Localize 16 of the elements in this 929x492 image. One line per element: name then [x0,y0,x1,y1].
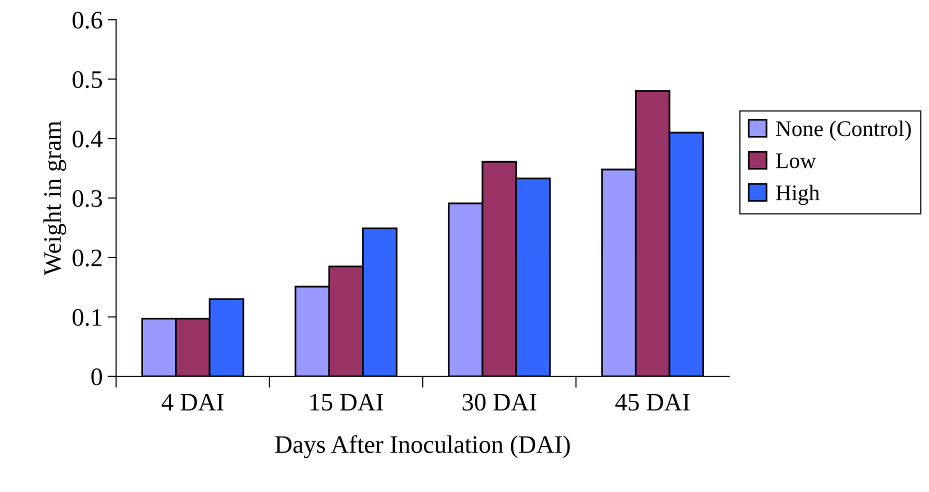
y-tick-label: 0.5 [72,71,102,88]
x-tick-label: 30 DAI [462,394,536,411]
x-tick-label: 4 DAI [162,394,224,410]
y-tick-label: 0.1 [72,308,102,326]
y-tick-label: 0.2 [72,250,102,267]
y-tick-label: 0.3 [72,190,102,208]
legend-label: High [776,184,820,205]
x-axis-title: Days After Inoculation (DAI) [275,435,570,458]
legend-label: Low [776,154,816,168]
y-axis-title: Weight in gram [43,120,66,276]
legend-label: None (Control) [776,120,911,141]
y-tick-label: 0 [91,368,102,386]
y-tick-label: 0.6 [72,12,102,29]
x-tick-label: 15 DAI [310,394,384,411]
x-tick-label: 45 DAI [615,394,690,411]
y-tick-label: 0.4 [72,130,103,148]
